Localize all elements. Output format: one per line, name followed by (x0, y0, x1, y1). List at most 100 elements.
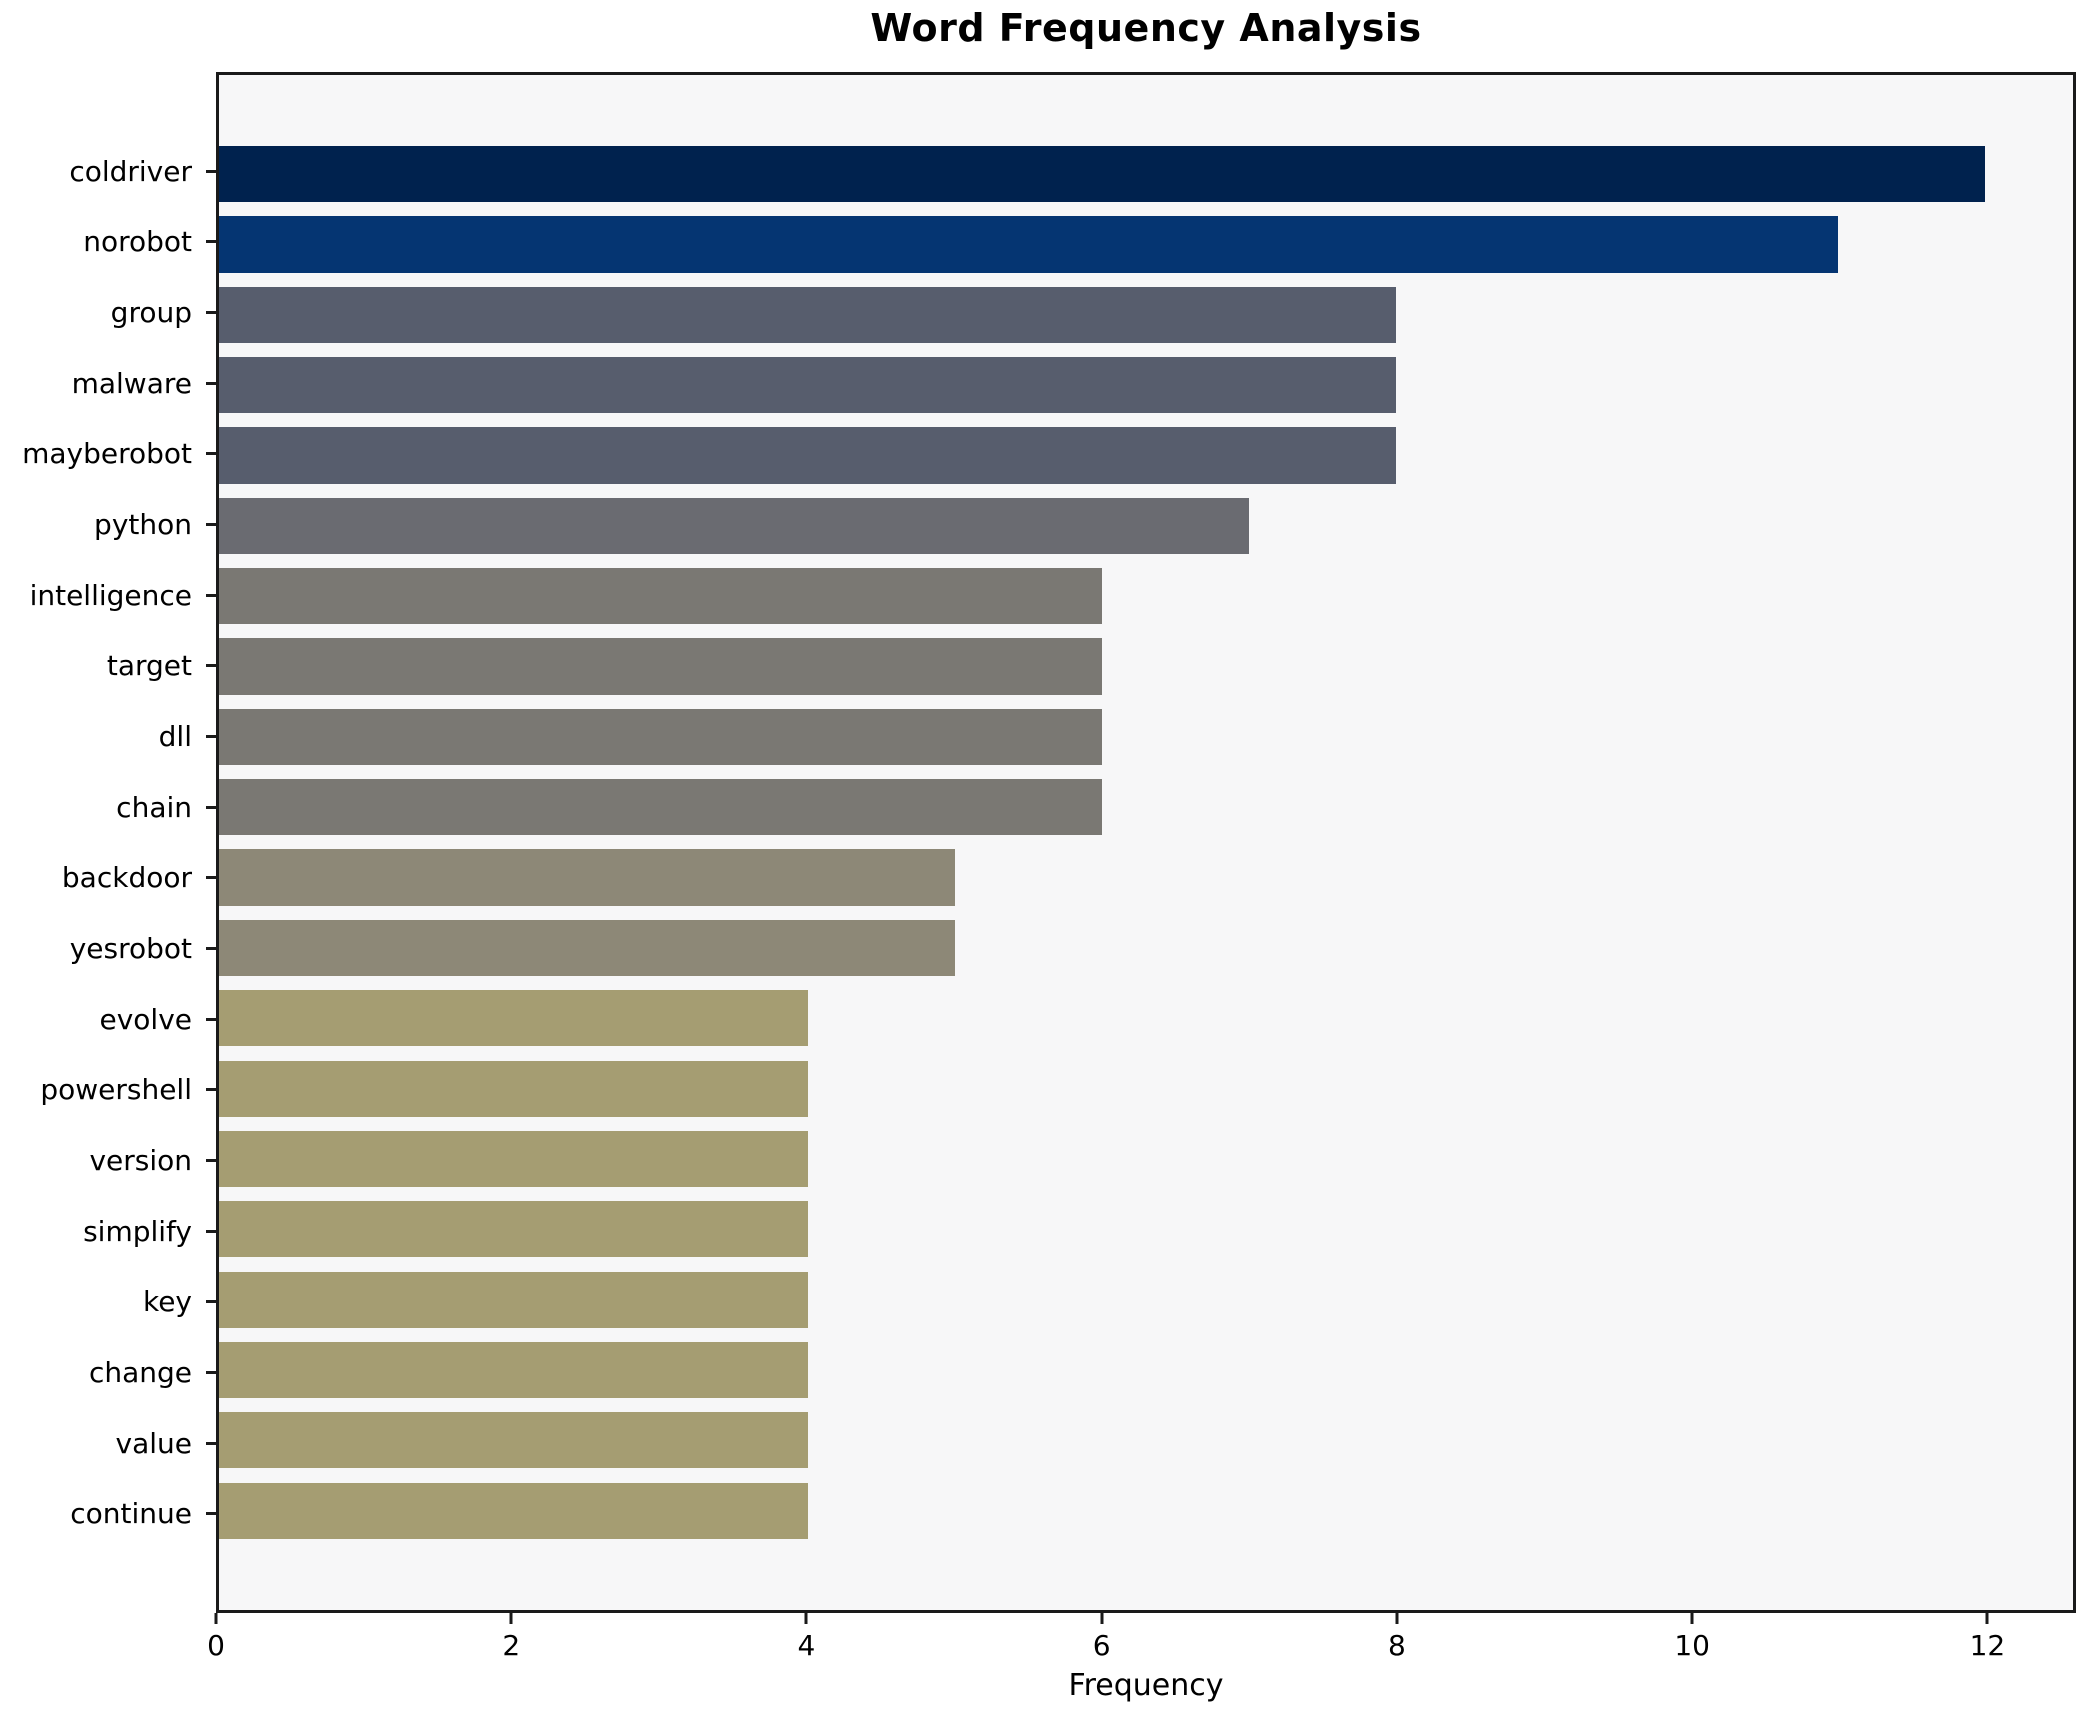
x-tick-mark (1395, 1613, 1399, 1624)
bar-row (219, 561, 2073, 631)
x-tick-mark (1690, 1613, 1694, 1624)
x-tick-mark (214, 1613, 218, 1624)
y-tick-row: coldriver (0, 136, 216, 207)
y-tick-mark (206, 593, 216, 597)
bar-row (219, 139, 2073, 209)
y-tick-row: version (0, 1125, 216, 1196)
y-tick-mark (206, 876, 216, 880)
bar-row (219, 1476, 2073, 1546)
bar-malware (219, 357, 1397, 414)
bar-row (219, 1265, 2073, 1335)
bar-mayberobot (219, 427, 1397, 484)
x-tick-mark (804, 1613, 808, 1624)
bar-target (219, 638, 1102, 695)
y-tick-label-value: value (115, 1426, 192, 1460)
y-tick-row: continue (0, 1478, 216, 1549)
y-tick-mark (206, 1441, 216, 1445)
x-tick-mark (1985, 1613, 1989, 1624)
y-tick-row: simplify (0, 1196, 216, 1267)
bar-key (219, 1271, 808, 1328)
plot-area (216, 72, 2076, 1613)
y-tick-row: dll (0, 701, 216, 772)
y-tick-label-coldriver: coldriver (69, 154, 192, 188)
bar-change (219, 1341, 808, 1399)
x-tick-label-4: 4 (797, 1629, 816, 1662)
bar-row (219, 702, 2073, 772)
x-tick-label-8: 8 (1388, 1629, 1406, 1662)
y-tick-label-group: group (110, 296, 192, 330)
y-tick-mark (206, 664, 216, 668)
bar-row (219, 842, 2073, 912)
y-tick-mark (206, 805, 216, 809)
y-tick-label-mayberobot: mayberobot (22, 437, 192, 471)
bars-container (219, 139, 2073, 1546)
bar-row (219, 280, 2073, 350)
x-axis: 0 2 4 6 8 10 12 (207, 1613, 2076, 1673)
y-tick-row: key (0, 1267, 216, 1338)
y-tick-label-change: change (88, 1355, 192, 1389)
x-tick-label-10: 10 (1674, 1629, 1711, 1662)
y-tick-label-powershell: powershell (40, 1073, 192, 1107)
y-tick-row: intelligence (0, 560, 216, 631)
y-tick-mark (206, 1088, 216, 1092)
bar-powershell (219, 1060, 808, 1117)
bar-row (219, 983, 2073, 1053)
y-tick-label-key: key (142, 1285, 192, 1319)
y-tick-label-target: target (106, 649, 192, 683)
y-tick-mark (206, 169, 216, 173)
y-tick-label-continue: continue (70, 1497, 192, 1531)
y-tick-row: target (0, 631, 216, 702)
y-tick-mark (206, 452, 216, 456)
y-tick-row: python (0, 489, 216, 560)
y-tick-mark (206, 240, 216, 244)
y-tick-label-evolve: evolve (99, 1002, 192, 1036)
y-tick-row: evolve (0, 984, 216, 1055)
bar-evolve (219, 990, 808, 1047)
y-tick-row: malware (0, 348, 216, 419)
bar-value (219, 1412, 808, 1469)
y-tick-mark (206, 1017, 216, 1021)
y-tick-mark (206, 523, 216, 527)
bar-row (219, 1194, 2073, 1264)
chart-title: Word Frequency Analysis (870, 6, 1422, 50)
y-tick-label-malware: malware (71, 366, 192, 400)
bar-row (219, 491, 2073, 561)
y-tick-label-simplify: simplify (83, 1214, 192, 1248)
bar-row (219, 350, 2073, 420)
x-tick-label-12: 12 (1969, 1629, 2006, 1662)
y-tick-label-python: python (94, 508, 192, 542)
y-tick-label-dll: dll (158, 720, 192, 754)
y-tick-row: value (0, 1408, 216, 1479)
y-tick-mark (206, 1229, 216, 1233)
y-tick-label-intelligence: intelligence (29, 578, 192, 612)
x-tick-label-0: 0 (207, 1629, 225, 1662)
bar-intelligence (219, 568, 1102, 625)
y-tick-label-yesrobot: yesrobot (69, 932, 192, 966)
bar-row (219, 420, 2073, 490)
bar-norobot (219, 216, 1838, 273)
bar-row (219, 631, 2073, 701)
x-tick-label-6: 6 (1092, 1629, 1111, 1662)
bar-row (219, 772, 2073, 842)
x-tick-mark (509, 1613, 513, 1624)
bar-simplify (219, 1201, 808, 1258)
y-tick-row: powershell (0, 1055, 216, 1126)
bar-row (219, 1335, 2073, 1405)
y-tick-mark (206, 311, 216, 315)
y-tick-row: group (0, 277, 216, 348)
y-tick-row: change (0, 1337, 216, 1408)
bar-coldriver (219, 146, 1985, 203)
y-tick-row: chain (0, 772, 216, 843)
y-tick-row: mayberobot (0, 419, 216, 490)
bar-chain (219, 779, 1102, 836)
bar-row (219, 1124, 2073, 1194)
bar-row (219, 209, 2073, 279)
bar-dll (219, 708, 1102, 766)
bar-continue (219, 1482, 808, 1539)
y-tick-mark (206, 1300, 216, 1304)
y-axis-labels: coldriver norobot group malware mayberobot py… (0, 72, 216, 1613)
bar-yesrobot (219, 919, 955, 977)
y-tick-label-norobot: norobot (83, 225, 192, 259)
y-tick-row: yesrobot (0, 913, 216, 984)
